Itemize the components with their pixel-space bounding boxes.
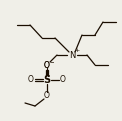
Text: +: +	[74, 49, 80, 53]
Text: −: −	[50, 60, 54, 64]
Text: O: O	[44, 91, 50, 101]
Text: S: S	[43, 75, 51, 85]
Text: O: O	[44, 61, 50, 71]
Text: O: O	[28, 76, 34, 84]
Text: N: N	[69, 50, 75, 60]
Text: O: O	[60, 76, 66, 84]
Text: O: O	[44, 60, 50, 69]
